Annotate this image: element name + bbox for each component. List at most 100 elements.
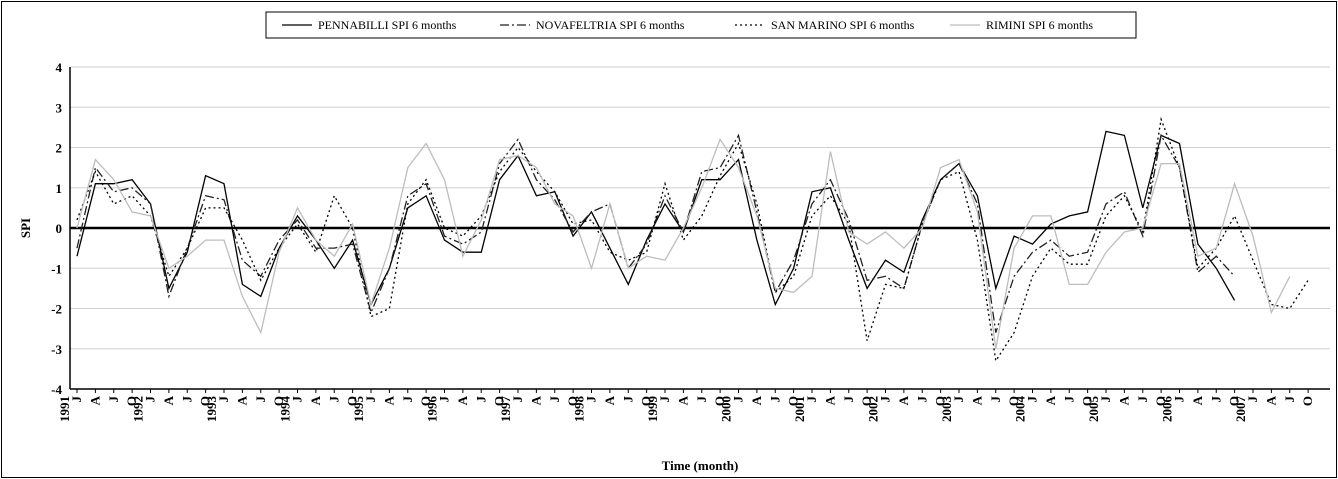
- x-tick-label: A: [1263, 395, 1278, 405]
- x-tick-label: J: [584, 396, 599, 403]
- x-tick-label: J: [510, 396, 525, 403]
- legend-label: RIMINI SPI 6 months: [986, 18, 1093, 32]
- x-tick-label: O: [712, 396, 727, 406]
- year-label: 2001: [792, 396, 807, 422]
- year-label: 1998: [572, 396, 587, 423]
- x-tick-label: J: [69, 396, 84, 403]
- x-tick-label: J: [914, 396, 929, 403]
- x-tick-label: O: [859, 396, 874, 406]
- x-tick-label: J: [878, 396, 893, 403]
- year-label: 2003: [939, 396, 954, 423]
- y-tick-label: -3: [51, 342, 62, 357]
- x-tick-label: J: [951, 396, 966, 403]
- x-tick-label: J: [106, 396, 121, 403]
- y-tick-label: 3: [56, 100, 63, 115]
- x-tick-label: J: [547, 396, 562, 403]
- x-tick-label: A: [896, 395, 911, 405]
- x-tick-label: A: [528, 395, 543, 405]
- x-tick-label: A: [969, 395, 984, 405]
- year-label: 2005: [1086, 396, 1101, 423]
- x-tick-label: J: [1025, 396, 1040, 403]
- x-tick-label: J: [1208, 396, 1223, 403]
- x-tick-label: J: [400, 396, 415, 403]
- series-line: [76, 116, 1309, 363]
- series-line: [76, 133, 1236, 333]
- x-tick-label: J: [437, 396, 452, 403]
- y-tick-label: -1: [51, 261, 62, 276]
- x-tick-label: A: [749, 395, 764, 405]
- x-tick-label: O: [418, 396, 433, 406]
- x-tick-label: J: [988, 396, 1003, 403]
- x-tick-label: J: [1172, 396, 1187, 403]
- year-label: 2007: [1233, 396, 1248, 423]
- year-label: 2000: [719, 396, 734, 422]
- y-tick-label: -4: [51, 382, 62, 397]
- x-tick-label: O: [1227, 396, 1242, 406]
- year-label: 2004: [1013, 396, 1028, 423]
- x-tick-label: J: [731, 396, 746, 403]
- y-tick-label: 4: [56, 60, 63, 75]
- y-tick-label: -2: [51, 302, 62, 317]
- x-tick-label: O: [1153, 396, 1168, 406]
- x-tick-label: J: [1061, 396, 1076, 403]
- x-tick-label: J: [1282, 396, 1297, 403]
- x-tick-label: A: [1043, 395, 1058, 405]
- x-tick-label: J: [1098, 396, 1113, 403]
- y-tick-label: 1: [56, 181, 63, 196]
- x-tick-label: A: [161, 395, 176, 405]
- x-tick-label: A: [822, 395, 837, 405]
- x-tick-label: O: [639, 396, 654, 406]
- x-tick-label: J: [804, 396, 819, 403]
- x-tick-label: J: [179, 396, 194, 403]
- x-tick-label: O: [492, 396, 507, 406]
- x-tick-label: A: [455, 395, 470, 405]
- x-tick-label: O: [198, 396, 213, 406]
- x-tick-label: O: [933, 396, 948, 406]
- year-label: 1995: [351, 396, 366, 423]
- x-tick-label: A: [1190, 395, 1205, 405]
- year-label: 2006: [1160, 396, 1175, 423]
- y-axis-label: SPI: [18, 218, 33, 238]
- x-tick-label: A: [1116, 395, 1131, 405]
- year-label: 1992: [131, 396, 146, 422]
- y-tick-label: 2: [56, 141, 63, 156]
- x-tick-label: J: [694, 396, 709, 403]
- x-tick-label: J: [767, 396, 782, 403]
- series-line: [76, 130, 1236, 307]
- x-tick-label: O: [271, 396, 286, 406]
- x-tick-label: J: [216, 396, 231, 403]
- x-tick-label: J: [620, 396, 635, 403]
- x-tick-label: A: [675, 395, 690, 405]
- x-tick-label: J: [363, 396, 378, 403]
- year-label: 1996: [425, 396, 440, 423]
- x-tick-label: O: [1006, 396, 1021, 406]
- year-label: 2002: [866, 396, 881, 422]
- year-label: 1991: [57, 396, 72, 422]
- x-tick-label: A: [308, 395, 323, 405]
- x-tick-label: J: [143, 396, 158, 403]
- x-tick-label: O: [1300, 396, 1315, 406]
- x-tick-label: O: [345, 396, 360, 406]
- x-tick-label: J: [253, 396, 268, 403]
- x-tick-label: A: [602, 395, 617, 405]
- x-tick-label: J: [1135, 396, 1150, 403]
- legend-label: PENNABILLI SPI 6 months: [318, 18, 457, 32]
- year-label: 1993: [204, 396, 219, 423]
- x-tick-label: O: [565, 396, 580, 406]
- x-tick-label: J: [1245, 396, 1260, 403]
- x-tick-label: J: [326, 396, 341, 403]
- series-line: [76, 137, 1291, 349]
- x-tick-label: O: [786, 396, 801, 406]
- x-tick-label: J: [657, 396, 672, 403]
- x-tick-label: A: [381, 395, 396, 405]
- year-label: 1997: [498, 396, 513, 423]
- x-tick-label: J: [290, 396, 305, 403]
- year-label: 1999: [645, 396, 660, 423]
- x-tick-label: O: [1080, 396, 1095, 406]
- x-tick-label: A: [87, 395, 102, 405]
- legend-label: NOVAFELTRIA SPI 6 months: [536, 18, 685, 32]
- legend: [265, 11, 1137, 39]
- x-tick-label: J: [473, 396, 488, 403]
